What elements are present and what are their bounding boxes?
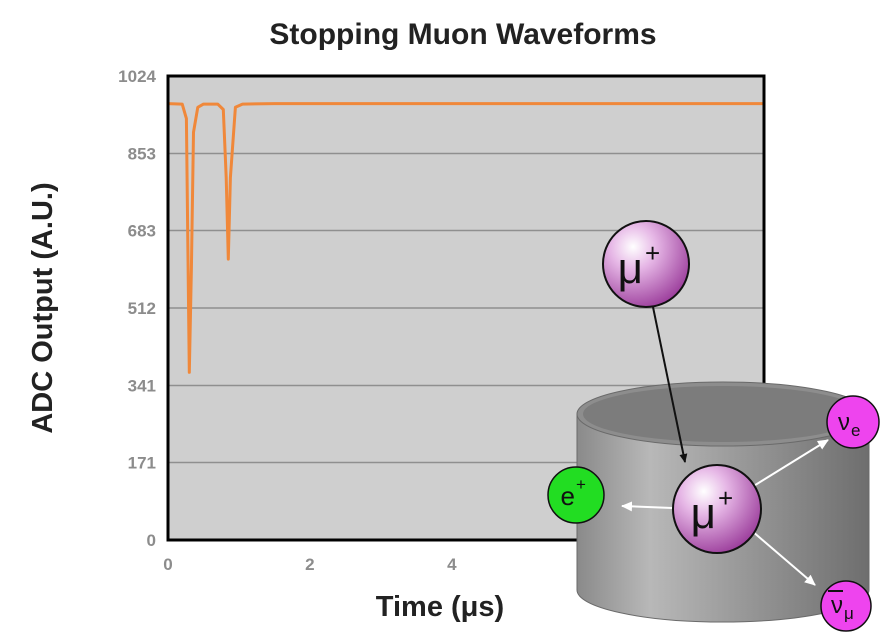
chart-title: Stopping Muon Waveforms [269, 18, 656, 51]
positron-charge: + [576, 475, 586, 494]
x-tick-labels: 0 2 4 [163, 555, 457, 574]
y-tick-label: 512 [128, 299, 156, 318]
muon-antineutrino-symbol: ν [831, 592, 843, 619]
y-tick-label: 341 [128, 376, 156, 395]
waveform-line [167, 102, 764, 374]
electron-neutrino: ν e [826, 395, 880, 449]
muon-antineutrino: ν μ [820, 580, 872, 632]
x-tick-label: 0 [163, 555, 172, 574]
y-tick-label: 0 [147, 531, 156, 550]
x-tick-label: 4 [447, 555, 457, 574]
muon-incoming-symbol: μ [618, 244, 643, 293]
y-tick-label: 1024 [118, 67, 156, 86]
electron-neutrino-subscript: e [851, 421, 860, 440]
y-tick-label: 171 [128, 454, 156, 473]
muon-stopped: μ + [672, 464, 762, 554]
muon-trajectory-arrow [652, 306, 688, 463]
x-tick-label: 2 [305, 555, 314, 574]
electron-neutrino-arrow [751, 439, 829, 488]
muon-stopped-charge: + [718, 483, 733, 513]
positron: e + [547, 466, 605, 524]
muon-antineutrino-subscript: μ [844, 604, 854, 623]
plot-frame [166, 74, 766, 542]
positron-arrow [621, 501, 673, 512]
muon-incoming-charge: + [645, 238, 660, 268]
muon-antineutrino-arrow [751, 530, 816, 586]
x-axis-label: Time (μs) [376, 591, 504, 623]
electron-neutrino-symbol: ν [838, 409, 850, 436]
y-tick-label: 853 [128, 144, 156, 163]
y-tick-labels: 0 171 341 512 683 853 1024 [118, 67, 156, 550]
muon-incoming: μ + [602, 220, 690, 308]
y-tick-label: 683 [128, 222, 156, 241]
y-axis-label: ADC Output (A.U.) [27, 182, 59, 433]
positron-symbol: e [561, 481, 575, 511]
muon-stopped-symbol: μ [691, 489, 716, 538]
series-layer [167, 102, 764, 374]
